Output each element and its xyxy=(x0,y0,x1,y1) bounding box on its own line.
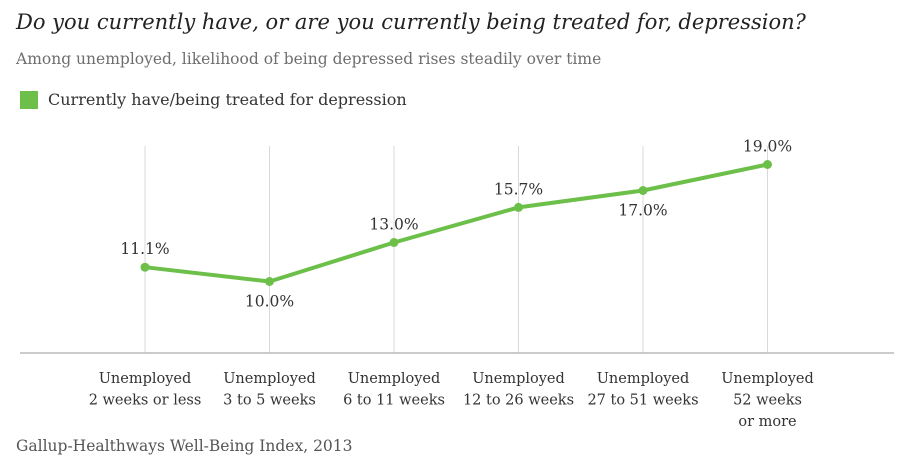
chart-subtitle: Among unemployed, likelihood of being de… xyxy=(16,50,602,68)
data-point-5 xyxy=(763,160,772,169)
source-note: Gallup-Healthways Well-Being Index, 2013 xyxy=(16,437,353,455)
data-point-4 xyxy=(638,186,648,195)
data-label-3: 15.7% xyxy=(494,180,543,198)
x-tick-label-3: Unemployed 12 to 26 weeks xyxy=(463,371,574,409)
x-tick-label-4: Unemployed 27 to 51 weeks xyxy=(587,371,698,409)
legend-swatch xyxy=(20,90,38,109)
legend-label: Currently have/being treated for depress… xyxy=(48,90,407,109)
x-tick-label-1: Unemployed 3 to 5 weeks xyxy=(223,371,316,409)
series-line-0 xyxy=(143,162,770,284)
data-point-3 xyxy=(514,202,523,212)
data-point-2 xyxy=(389,238,399,247)
data-point-0 xyxy=(140,262,150,272)
data-label-1: 10.0% xyxy=(245,293,294,311)
x-tick-label-0: Unemployed 2 weeks or less xyxy=(89,371,202,409)
chart-title: Do you currently have, or are you curren… xyxy=(16,10,806,34)
data-label-0: 11.1% xyxy=(120,240,169,258)
x-tick-label-2: Unemployed 6 to 11 weeks xyxy=(343,371,445,409)
data-label-2: 13.0% xyxy=(369,216,418,234)
data-label-5: 19.0% xyxy=(743,138,792,156)
data-point-1 xyxy=(265,277,274,286)
data-label-4: 17.0% xyxy=(618,202,667,220)
legend: Currently have/being treated for depress… xyxy=(20,90,407,109)
x-tick-label-5: Unemployed 52 weeks or more xyxy=(721,371,814,430)
